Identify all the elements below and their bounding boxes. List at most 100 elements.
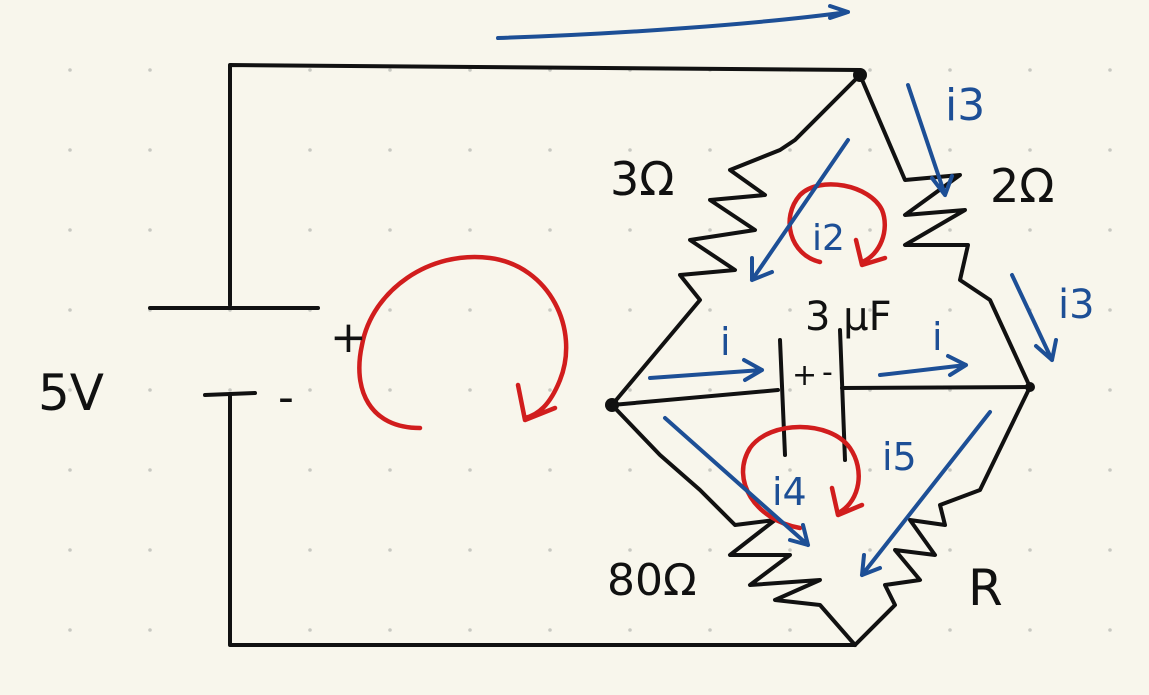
grid-dot bbox=[1108, 468, 1112, 472]
grid-dot bbox=[628, 308, 632, 312]
grid-dot bbox=[148, 228, 152, 232]
grid-dot bbox=[868, 308, 872, 312]
grid-dot bbox=[548, 388, 552, 392]
resistor-r bbox=[853, 385, 1032, 647]
label-current-i2: i2 bbox=[812, 218, 845, 259]
grid-dot bbox=[948, 468, 952, 472]
grid-dot bbox=[468, 628, 472, 632]
grid-dot bbox=[548, 148, 552, 152]
grid-dot bbox=[68, 68, 72, 72]
loop-arrow-main bbox=[357, 254, 569, 431]
grid-dot bbox=[148, 628, 152, 632]
grid-dot bbox=[708, 308, 712, 312]
label-current-i4: i4 bbox=[772, 470, 807, 514]
grid-dot bbox=[68, 148, 72, 152]
grid-dot bbox=[468, 228, 472, 232]
label-r-3ohm: 3Ω bbox=[610, 152, 674, 206]
grid-dot bbox=[1108, 548, 1112, 552]
grid-dot bbox=[1108, 68, 1112, 72]
grid-dot bbox=[308, 228, 312, 232]
grid-dot bbox=[788, 308, 792, 312]
grid-dot bbox=[948, 548, 952, 552]
grid-dot bbox=[388, 228, 392, 232]
grid-dot bbox=[788, 548, 792, 552]
grid-dot bbox=[468, 68, 472, 72]
resistor-80ohm bbox=[610, 403, 857, 647]
grid-dot bbox=[628, 148, 632, 152]
grid-dot bbox=[868, 468, 872, 472]
label-r: R bbox=[968, 559, 1003, 617]
grid-dot bbox=[468, 388, 472, 392]
label-r-2ohm: 2Ω bbox=[990, 159, 1054, 213]
grid-dot bbox=[388, 388, 392, 392]
grid-dot bbox=[948, 308, 952, 312]
grid-dot bbox=[308, 468, 312, 472]
grid-dot bbox=[388, 68, 392, 72]
grid-dot bbox=[628, 468, 632, 472]
grid-dot bbox=[468, 548, 472, 552]
grid-dot bbox=[548, 468, 552, 472]
grid-dot bbox=[708, 548, 712, 552]
grid-dot bbox=[148, 468, 152, 472]
grid-dot bbox=[1028, 548, 1032, 552]
grid-dot bbox=[308, 388, 312, 392]
grid-dot bbox=[868, 228, 872, 232]
grid-dot bbox=[708, 628, 712, 632]
grid-dot bbox=[1028, 68, 1032, 72]
grid-dot bbox=[948, 628, 952, 632]
grid-dot bbox=[148, 388, 152, 392]
label-battery-plus: + bbox=[330, 312, 367, 363]
grid-dot bbox=[68, 468, 72, 472]
grid-dot bbox=[628, 228, 632, 232]
grid-dot bbox=[1028, 468, 1032, 472]
grid-dot bbox=[788, 628, 792, 632]
label-5v: 5V bbox=[38, 364, 104, 422]
grid-dot bbox=[308, 548, 312, 552]
label-current-i-right: i bbox=[932, 315, 943, 359]
top-blue-arrow bbox=[496, 4, 850, 40]
grid-dot bbox=[228, 388, 232, 392]
grid-dot bbox=[548, 228, 552, 232]
grid-dot bbox=[68, 388, 72, 392]
grid-dot bbox=[388, 148, 392, 152]
label-current-i3-right: i3 bbox=[1058, 282, 1095, 328]
grid-dot bbox=[1108, 388, 1112, 392]
grid-dot bbox=[868, 68, 872, 72]
grid-dot bbox=[148, 68, 152, 72]
label-capacitor: 3 μF bbox=[805, 294, 892, 340]
grid-dot bbox=[788, 388, 792, 392]
grid-dot bbox=[468, 148, 472, 152]
grid-dot bbox=[1108, 308, 1112, 312]
grid-dot bbox=[948, 148, 952, 152]
grid-dot bbox=[708, 148, 712, 152]
loop-arrow-i4 bbox=[740, 424, 865, 531]
grid-dot bbox=[548, 548, 552, 552]
label-cap-plus: + bbox=[792, 358, 817, 393]
label-current-i5: i5 bbox=[882, 435, 917, 479]
grid-dot bbox=[788, 468, 792, 472]
grid-dot bbox=[708, 468, 712, 472]
outer-wires bbox=[228, 63, 862, 647]
grid-dot bbox=[68, 548, 72, 552]
grid-dot bbox=[868, 548, 872, 552]
label-cap-minus: - bbox=[822, 355, 833, 390]
resistor-3ohm bbox=[610, 73, 862, 407]
label-current-i3-top: i3 bbox=[945, 80, 985, 131]
label-battery-minus: - bbox=[278, 372, 294, 423]
grid-dot bbox=[948, 228, 952, 232]
grid-dot bbox=[468, 308, 472, 312]
dot-grid bbox=[68, 68, 1112, 632]
grid-dot bbox=[708, 388, 712, 392]
current-arrows bbox=[648, 83, 1058, 577]
grid-dot bbox=[148, 548, 152, 552]
grid-dot bbox=[548, 628, 552, 632]
grid-dot bbox=[1108, 148, 1112, 152]
grid-dot bbox=[948, 68, 952, 72]
loop-arrow-i2 bbox=[787, 182, 888, 268]
grid-dot bbox=[68, 228, 72, 232]
grid-dot bbox=[1108, 628, 1112, 632]
label-r-80ohm: 80Ω bbox=[607, 555, 697, 606]
grid-dot bbox=[628, 388, 632, 392]
grid-dot bbox=[708, 228, 712, 232]
